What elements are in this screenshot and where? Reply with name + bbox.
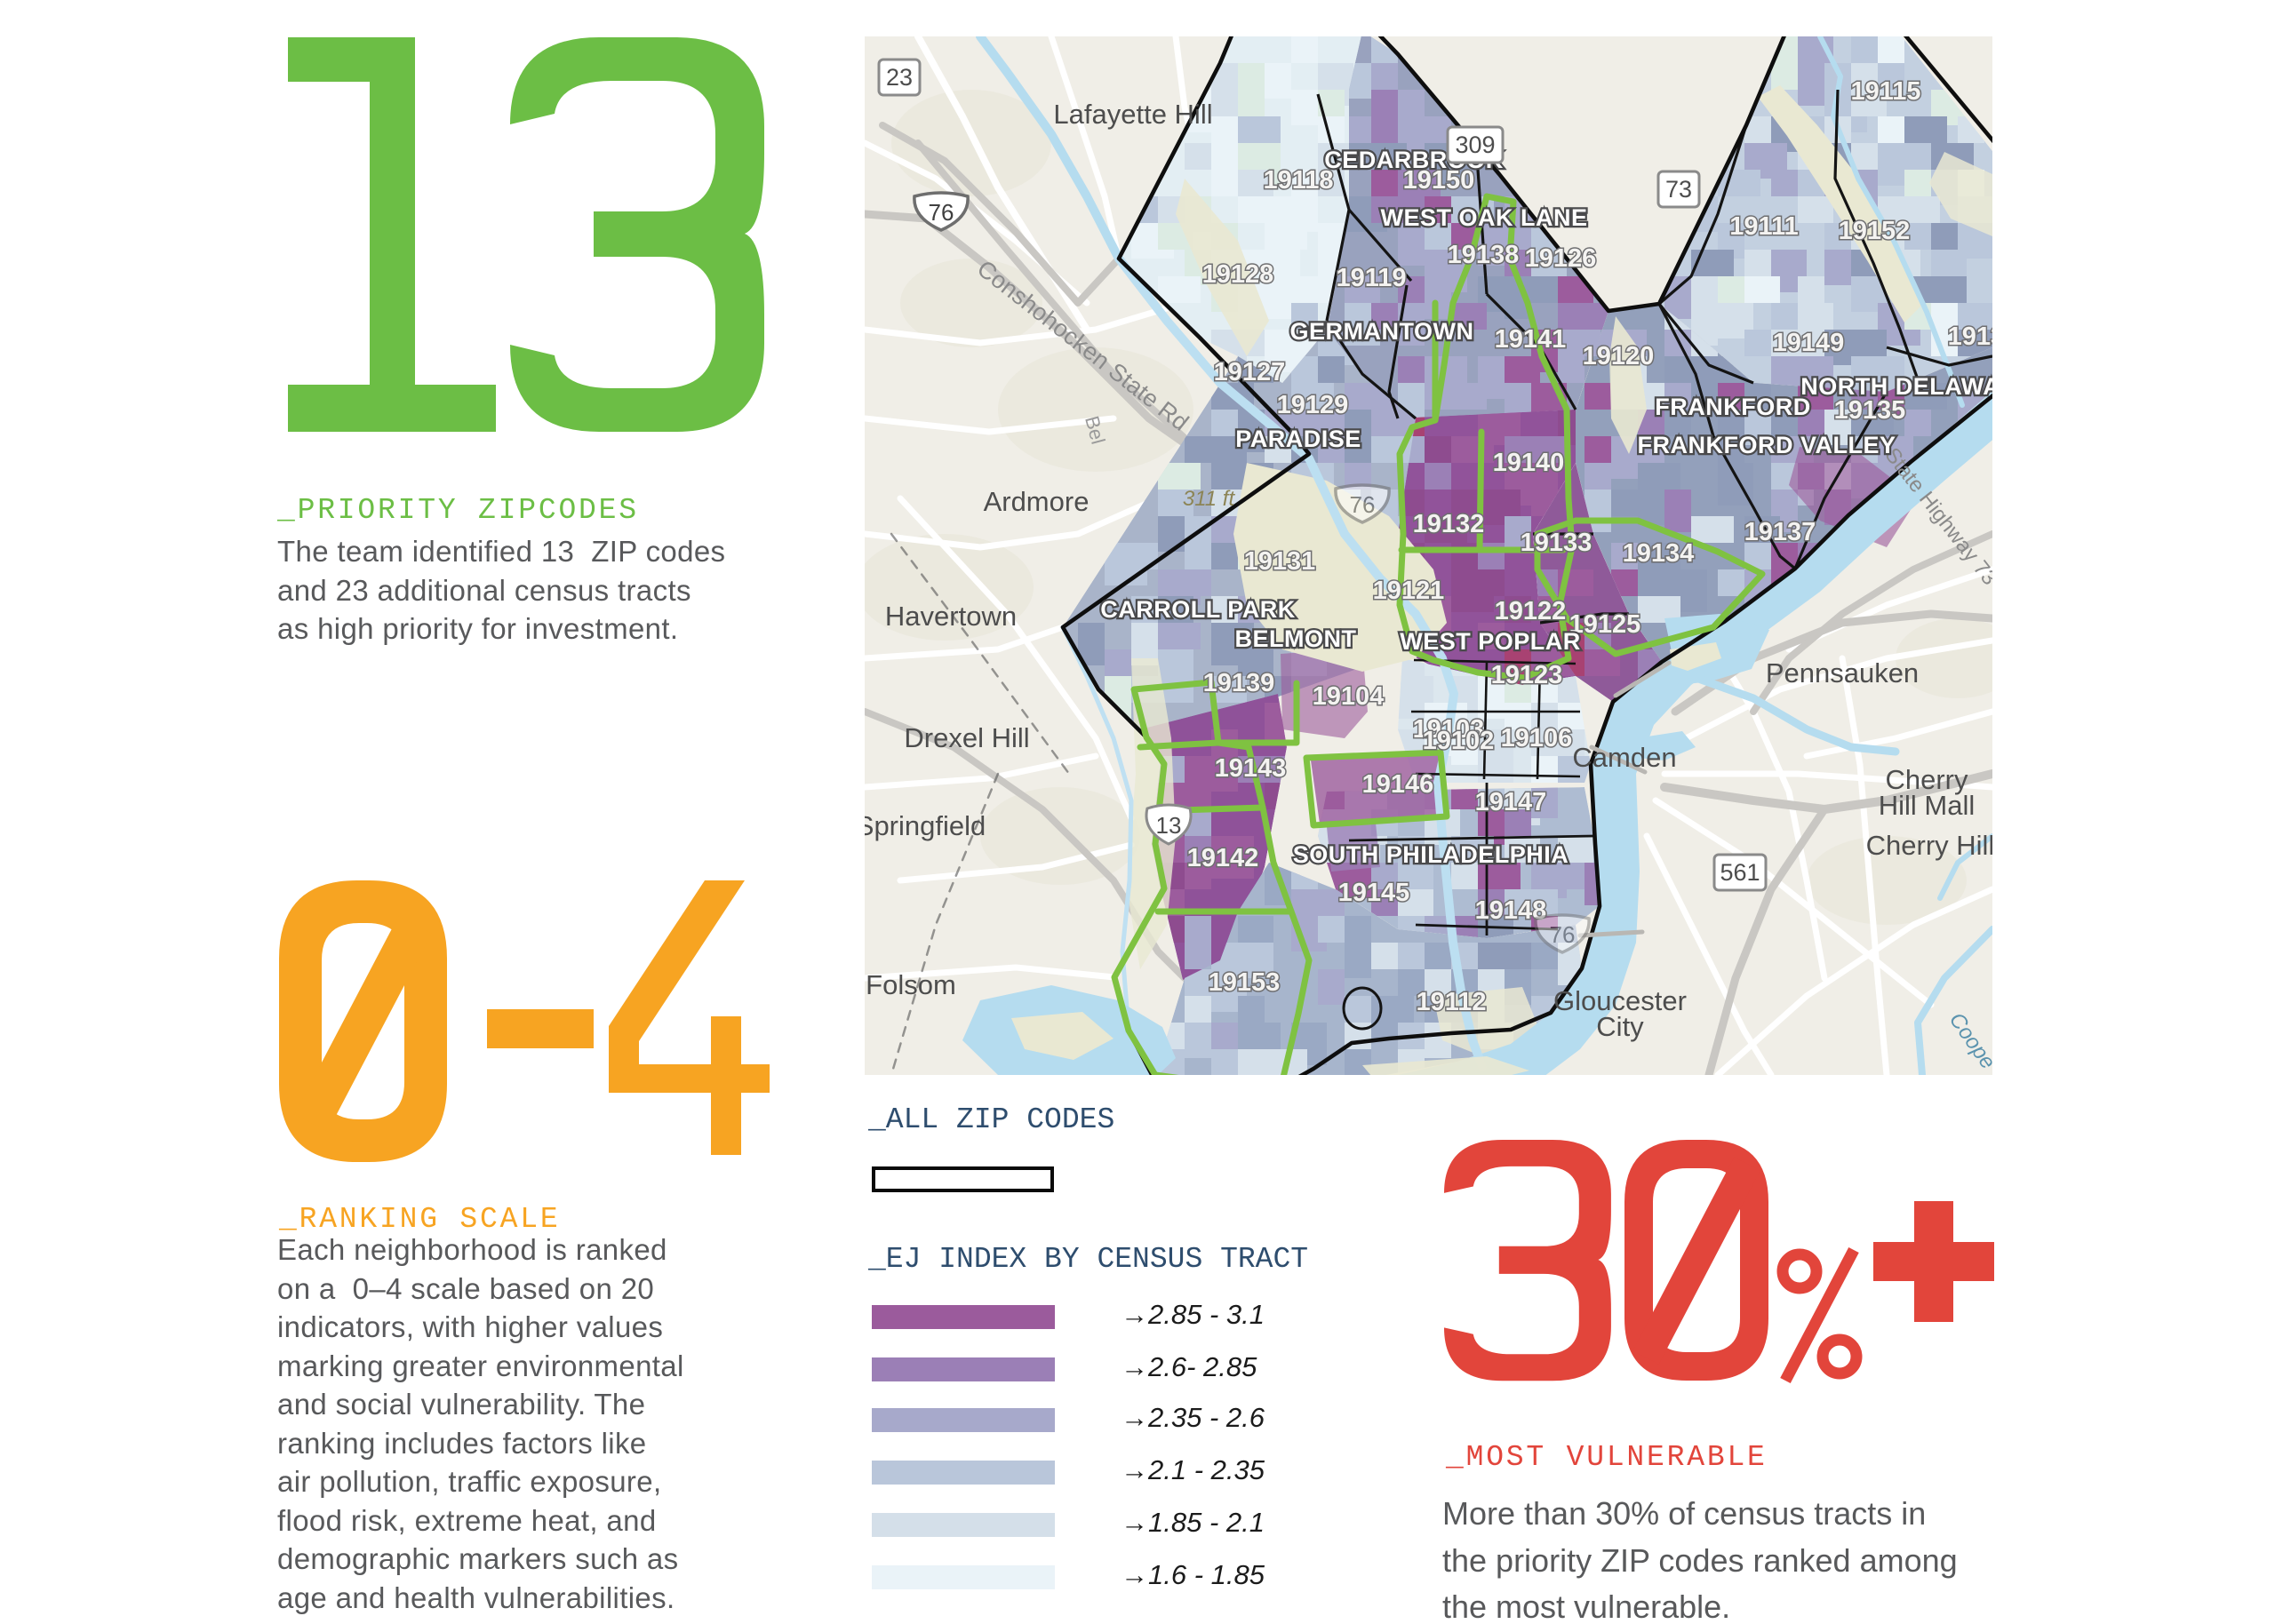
svg-text:19115: 19115 bbox=[1850, 77, 1920, 106]
svg-text:19139: 19139 bbox=[1203, 669, 1275, 697]
svg-text:19112: 19112 bbox=[1416, 988, 1486, 1016]
svg-text:19148: 19148 bbox=[1475, 896, 1547, 925]
svg-text:19103: 19103 bbox=[1413, 715, 1485, 744]
svg-text:73: 73 bbox=[1665, 176, 1692, 203]
svg-text:Hill Mall: Hill Mall bbox=[1879, 790, 1976, 821]
svg-text:19149: 19149 bbox=[1773, 329, 1845, 357]
svg-text:309: 309 bbox=[1455, 131, 1495, 158]
svg-text:19118: 19118 bbox=[1263, 166, 1333, 195]
svg-text:19126: 19126 bbox=[1525, 244, 1597, 273]
svg-text:19134: 19134 bbox=[1623, 539, 1695, 568]
svg-text:Havertown: Havertown bbox=[885, 601, 1017, 632]
svg-text:Pennsauken: Pennsauken bbox=[1766, 657, 1919, 689]
svg-text:19122: 19122 bbox=[1495, 597, 1567, 625]
svg-text:76: 76 bbox=[1550, 921, 1576, 948]
svg-text:19132: 19132 bbox=[1413, 510, 1485, 538]
svg-text:13: 13 bbox=[1156, 812, 1182, 839]
svg-text:19140: 19140 bbox=[1493, 449, 1565, 477]
svg-text:19153: 19153 bbox=[1209, 968, 1281, 997]
svg-text:WEST OAK LANE: WEST OAK LANE bbox=[1381, 204, 1588, 231]
svg-text:Gloucester: Gloucester bbox=[1553, 985, 1687, 1016]
svg-text:19137: 19137 bbox=[1744, 518, 1816, 546]
svg-text:PARADISE: PARADISE bbox=[1235, 426, 1361, 452]
svg-text:19119: 19119 bbox=[1336, 264, 1406, 292]
svg-text:561: 561 bbox=[1720, 859, 1760, 886]
svg-text:19143: 19143 bbox=[1215, 754, 1287, 783]
svg-text:23: 23 bbox=[886, 64, 913, 91]
svg-text:19129: 19129 bbox=[1277, 391, 1349, 419]
svg-text:19128: 19128 bbox=[1202, 260, 1274, 289]
svg-text:19120: 19120 bbox=[1583, 342, 1655, 370]
svg-text:CARROLL PARK: CARROLL PARK bbox=[1100, 596, 1296, 623]
svg-text:19138: 19138 bbox=[1448, 241, 1520, 269]
svg-text:Springfield: Springfield bbox=[865, 810, 986, 841]
svg-text:FRANKFORD: FRANKFORD bbox=[1655, 394, 1810, 420]
svg-text:NORTH DELAWARE: NORTH DELAWARE bbox=[1800, 373, 1992, 400]
svg-text:19135: 19135 bbox=[1834, 396, 1906, 425]
svg-text:19145: 19145 bbox=[1338, 879, 1410, 907]
svg-text:19111: 19111 bbox=[1729, 212, 1798, 241]
svg-text:Cherry: Cherry bbox=[1885, 764, 1968, 795]
svg-text:19133: 19133 bbox=[1521, 529, 1592, 557]
svg-text:19141: 19141 bbox=[1495, 325, 1567, 354]
svg-text:19123: 19123 bbox=[1491, 661, 1563, 689]
svg-text:WEST POPLAR: WEST POPLAR bbox=[1400, 628, 1581, 655]
svg-text:19102: 19102 bbox=[1423, 727, 1495, 755]
svg-text:19121: 19121 bbox=[1373, 577, 1445, 605]
svg-text:19127: 19127 bbox=[1214, 358, 1286, 386]
svg-text:FRANKFORD VALLEY: FRANKFORD VALLEY bbox=[1638, 432, 1896, 458]
svg-text:SOUTH PHILADELPHIA: SOUTH PHILADELPHIA bbox=[1293, 841, 1569, 868]
svg-text:Lafayette Hill: Lafayette Hill bbox=[1053, 99, 1212, 130]
svg-text:City: City bbox=[1596, 1011, 1644, 1042]
svg-text:Folsom: Folsom bbox=[866, 969, 956, 1000]
svg-text:Camden: Camden bbox=[1572, 742, 1676, 773]
svg-text:76: 76 bbox=[1350, 491, 1376, 518]
svg-text:311 ft: 311 ft bbox=[1183, 487, 1236, 511]
svg-text:19136: 19136 bbox=[1948, 322, 1992, 351]
svg-text:19142: 19142 bbox=[1187, 844, 1259, 872]
svg-text:BELMONT: BELMONT bbox=[1235, 625, 1357, 652]
svg-text:19125: 19125 bbox=[1569, 610, 1641, 639]
svg-text:19146: 19146 bbox=[1362, 770, 1434, 799]
svg-text:76: 76 bbox=[929, 199, 954, 226]
svg-text:19152: 19152 bbox=[1839, 217, 1911, 245]
svg-text:19150: 19150 bbox=[1403, 166, 1475, 195]
svg-text:19106: 19106 bbox=[1501, 724, 1573, 752]
svg-text:19131: 19131 bbox=[1244, 547, 1316, 576]
svg-text:GERMANTOWN: GERMANTOWN bbox=[1290, 318, 1474, 345]
svg-text:Drexel Hill: Drexel Hill bbox=[904, 722, 1029, 753]
svg-text:19104: 19104 bbox=[1313, 682, 1385, 711]
svg-text:Ardmore: Ardmore bbox=[984, 486, 1090, 517]
svg-text:19147: 19147 bbox=[1475, 788, 1547, 816]
svg-text:Cherry Hill: Cherry Hill bbox=[1866, 830, 1992, 861]
